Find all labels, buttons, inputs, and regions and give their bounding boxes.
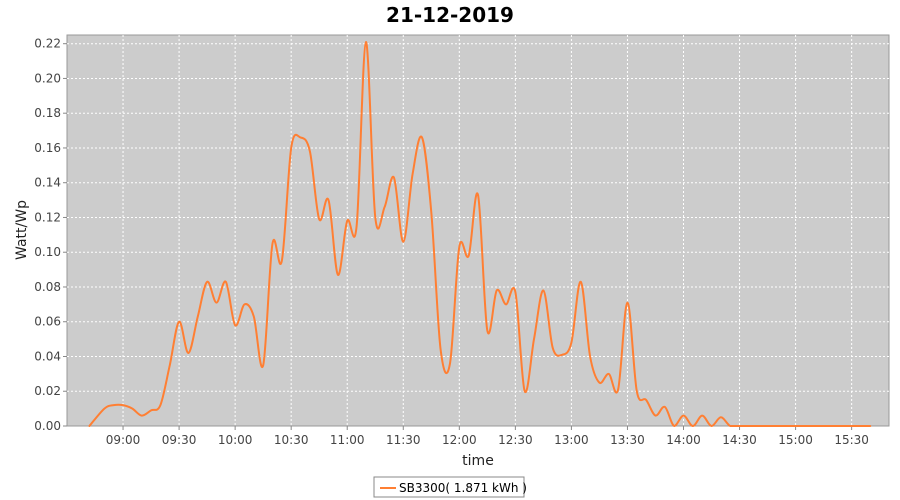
x-tick-label: 09:30: [162, 433, 197, 447]
y-tick-label: 0.16: [34, 141, 61, 155]
chart-title: 21-12-2019: [386, 3, 514, 27]
x-tick-label: 13:30: [610, 433, 645, 447]
x-tick-label: 12:00: [442, 433, 477, 447]
x-tick-label: 12:30: [498, 433, 533, 447]
legend-box: [373, 476, 525, 498]
x-tick-label: 11:00: [330, 433, 365, 447]
y-tick-label: 0.14: [34, 176, 61, 190]
x-axis-ticks: 09:00 09:30 10:00 10:30 11:00 11:30 12:00 12:30…: [106, 426, 869, 447]
x-tick-label: 15:30: [834, 433, 869, 447]
y-tick-label: 0.12: [34, 210, 61, 224]
x-tick-label: 14:30: [722, 433, 757, 447]
y-tick-label: 0.04: [34, 349, 61, 363]
x-tick-label: 15:00: [778, 433, 813, 447]
y-tick-label: 0.20: [34, 71, 61, 85]
y-tick-label: 0.00: [34, 419, 61, 433]
y-tick-label: 0.06: [34, 315, 61, 329]
y-tick-label: 0.18: [34, 106, 61, 120]
y-tick-label: 0.02: [34, 384, 61, 398]
y-tick-label: 0.08: [34, 280, 61, 294]
x-tick-label: 10:30: [274, 433, 309, 447]
x-tick-label: 09:00: [106, 433, 141, 447]
x-tick-label: 14:00: [666, 433, 701, 447]
legend-label: SB3300( 1.871 kWh ): [399, 481, 527, 495]
x-tick-label: 10:00: [218, 433, 253, 447]
x-axis-label: time: [462, 453, 494, 469]
x-tick-label: 11:30: [386, 433, 421, 447]
y-tick-label: 0.10: [34, 245, 61, 259]
y-tick-label: 0.22: [34, 37, 61, 51]
plot-area: [66, 34, 890, 427]
series-line-sb3300: [88, 40, 872, 427]
y-axis-ticks: 0.00 0.02 0.04 0.06 0.08 0.10 0.12 0.14 0.16 0.18…: [34, 37, 67, 433]
legend: SB3300( 1.871 kWh ): [373, 476, 527, 498]
x-tick-label: 13:00: [554, 433, 589, 447]
y-axis-label: Watt/Wp: [14, 200, 30, 260]
